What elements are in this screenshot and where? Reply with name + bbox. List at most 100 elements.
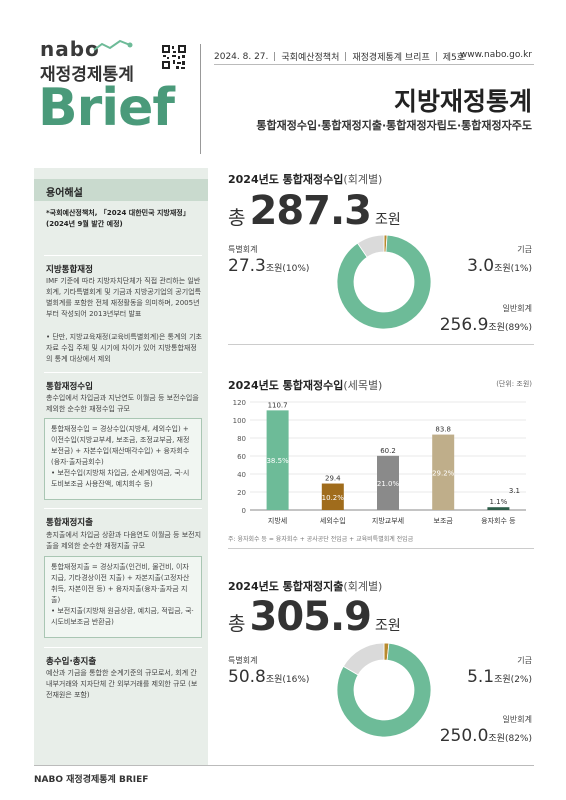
term-title: 지방통합재정 <box>46 265 93 275</box>
bar-value-label: 29.4 <box>325 475 341 483</box>
issue-org: 국회예산정책처 <box>281 53 340 63</box>
total-value: 305.9 <box>249 594 372 640</box>
section-divider <box>228 548 534 549</box>
bar-share-label: 21.0% <box>377 480 400 488</box>
x-tick-label: 융자회수 등 <box>481 516 516 525</box>
bar-융자회수 등 <box>487 507 510 510</box>
revenue-items-bar-chart: 0 20 40 60 80 100 120 110.7 38.5% 지방세 29.4 10.2% 세외수… <box>233 399 526 525</box>
page-subtitle: 통합재정수입·통합재정지출·통합재정자립도·통합재정자주도 <box>256 119 532 132</box>
expenditure-total-figure: 총 305.9 조원 <box>228 594 401 640</box>
bar-value-label: 3.1 <box>509 487 520 495</box>
logo-subtitle: 재정경제통계 <box>40 65 134 85</box>
footer-text: NABO 재정경제통계 BRIEF <box>34 775 149 785</box>
total-unit: 조원 <box>375 212 401 228</box>
logo-brief: Brief <box>38 78 175 138</box>
section-title-text: 2024년도 통합재정수입 <box>228 173 344 186</box>
total-prefix: 총 <box>228 207 246 229</box>
formula-bullet: • 보전수입(지방채 차입금, 순세계잉여금, 국·시도비보조금 사용잔액, 예… <box>51 469 190 488</box>
general-account-label: 일반회계 <box>502 715 532 724</box>
bar-value-label: 60.2 <box>380 447 396 455</box>
revenue-account-donut <box>336 234 432 330</box>
y-tick-label: 100 <box>233 417 246 425</box>
formula-bullet: • 보전지출(지방채 원금상환, 예치금, 적립금, 국·시도비보조금 반환금) <box>51 607 194 626</box>
y-tick-label: 40 <box>237 471 246 479</box>
formula-box: 통합재정수입 = 경상수입(지방세, 세외수입) + 이전수입(지방교부세, 보… <box>44 418 202 500</box>
fund-value: 3.0조원(1%) <box>467 256 532 276</box>
section-title-text: 2024년도 통합재정수입 <box>228 379 344 392</box>
sidebar-divider <box>44 508 202 509</box>
fund-label: 기금 <box>517 245 532 254</box>
formula-main: 통합재정지출 = 경상지출(인건비, 물건비, 이자지급, 기타경상이전 지출)… <box>51 563 190 604</box>
page-title: 지방재정통계 <box>393 87 532 116</box>
y-tick-label: 60 <box>237 453 246 461</box>
sidebar-divider <box>44 647 202 648</box>
bar-보조금 <box>432 434 455 510</box>
bar-세외수입 <box>321 483 344 510</box>
donut-slice-특별회계 <box>357 234 385 258</box>
issue-series: 재정경제통계 브리프 <box>352 53 430 63</box>
sidebar-divider <box>44 372 202 373</box>
expenditure-account-donut <box>336 642 432 738</box>
formula-box: 통합재정지출 = 경상지출(인건비, 물건비, 이자지급, 기타경상이전 지출)… <box>44 556 202 638</box>
bar-share-label: 29.2% <box>432 469 455 477</box>
general-account-label: 일반회계 <box>502 304 532 313</box>
footer-rule <box>34 765 534 766</box>
donut-slice-일반회계 <box>336 642 432 738</box>
donut-slice-특별회계 <box>342 642 385 676</box>
expenditure-total-title: 2024년도 통합재정지출(회계별) <box>228 578 382 594</box>
term-bullet: • 단만, 지방교육재정(교육비특별회계)은 통계의 기초자료 수집 주체 및 … <box>46 333 202 363</box>
revenue-total-figure: 총 287.3 조원 <box>228 188 401 234</box>
donut-slice-일반회계 <box>336 234 432 330</box>
y-tick-label: 0 <box>242 507 246 515</box>
special-account-value: 27.3조원(10%) <box>228 256 310 276</box>
bar-value-label: 110.7 <box>268 401 288 409</box>
y-tick-label: 120 <box>233 399 246 407</box>
revenue-items-title: 2024년도 통합재정수입(세목별) <box>228 377 382 393</box>
meta-separator <box>435 52 437 61</box>
x-tick-label: 지방세 <box>268 516 287 525</box>
source-note: *국회예산정책처, 「2024 대한민국 지방재정」(2024년 9월 발간 예… <box>46 209 190 228</box>
term-body: IMF 기준에 따라 지방자치단체가 직접 관리하는 일반회계, 기타특별회계 … <box>46 277 202 318</box>
section-divider <box>228 344 534 345</box>
section-title-suffix: (회계별) <box>343 580 383 593</box>
header-divider <box>200 44 201 154</box>
revenue-total-title: 2024년도 통합재정수입(회계별) <box>228 171 382 187</box>
bar-share-label: 10.2% <box>322 494 345 502</box>
website-link[interactable]: www.nabo.go.kr <box>459 50 532 60</box>
total-unit: 조원 <box>375 618 401 634</box>
unit-note: (단위: 조원) <box>496 380 532 388</box>
term-body: 총지출에서 차입금 상환과 다음연도 이월금 등 보전지출을 제외한 순수한 재… <box>46 531 202 550</box>
section-title-text: 2024년도 통합재정지출 <box>228 580 344 593</box>
general-account-value: 250.0조원(82%) <box>439 726 532 746</box>
fund-value: 5.1조원(2%) <box>467 667 532 687</box>
sidebar-divider <box>44 255 202 256</box>
x-tick-label: 보조금 <box>434 517 454 525</box>
issue-number: 제5호 <box>442 53 466 63</box>
general-account-value: 256.9조원(89%) <box>439 315 532 335</box>
qr-code-icon[interactable] <box>161 44 187 70</box>
bar-지방세 <box>266 410 289 510</box>
section-title-suffix: (세목별) <box>343 379 383 392</box>
issue-meta: 2024. 8. 27. 국회예산정책처 재정경제통계 브리프 제5호 <box>214 50 466 64</box>
logo-graph-icon <box>93 39 133 51</box>
term-title: 통합재정수입 <box>46 382 93 392</box>
meta-separator <box>274 52 276 61</box>
issue-date: 2024. 8. 27. <box>214 51 269 62</box>
term-title: 총수입·총지출 <box>46 657 97 667</box>
bar-지방교부세 <box>377 455 399 510</box>
bar-share-label: 38.5% <box>266 457 289 465</box>
term-body: 예산과 기금을 통합한 순계기준의 규모로서, 회계 간 내부거래와 지자단체 … <box>46 669 198 699</box>
total-value: 287.3 <box>249 188 372 234</box>
header-rule <box>214 64 534 65</box>
term-title: 통합재정지출 <box>46 518 93 528</box>
chart-footnote: 주: 융자회수 등 = 융자회수 + 공사공단 전입금 + 교육비특별회계 전입… <box>228 536 414 543</box>
x-tick-label: 세외수입 <box>320 516 346 525</box>
term-body: 총수입에서 차입금과 지난연도 이월금 등 보전수입을 제외한 순수한 재정수입… <box>46 394 199 413</box>
total-prefix: 총 <box>228 613 246 635</box>
logo-nabo: nabo <box>40 37 100 61</box>
fund-label: 기금 <box>517 656 532 665</box>
x-tick-label: 지방교부세 <box>372 516 404 525</box>
meta-separator <box>345 52 347 61</box>
section-title-suffix: (회계별) <box>343 173 383 186</box>
bar-share-label: 1.1% <box>490 498 508 506</box>
